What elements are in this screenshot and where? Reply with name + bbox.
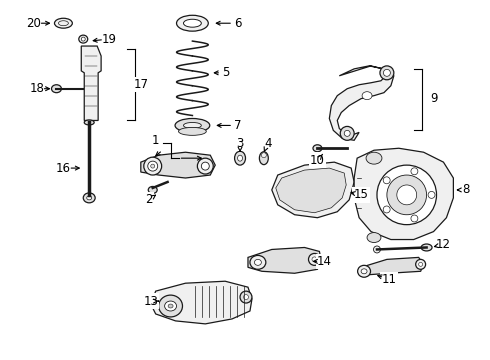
Polygon shape xyxy=(151,281,252,324)
Ellipse shape xyxy=(358,265,370,277)
Polygon shape xyxy=(272,162,354,218)
Text: 11: 11 xyxy=(381,273,396,286)
Ellipse shape xyxy=(361,269,367,274)
Ellipse shape xyxy=(175,118,210,132)
Ellipse shape xyxy=(261,153,267,158)
Text: 3: 3 xyxy=(236,137,244,150)
Ellipse shape xyxy=(151,164,155,168)
Text: 17: 17 xyxy=(133,78,148,91)
Circle shape xyxy=(397,185,416,205)
Circle shape xyxy=(383,206,390,213)
Ellipse shape xyxy=(312,257,317,262)
Ellipse shape xyxy=(183,122,201,129)
Ellipse shape xyxy=(84,120,94,125)
Ellipse shape xyxy=(244,294,248,300)
Ellipse shape xyxy=(313,145,322,152)
Ellipse shape xyxy=(176,15,208,31)
Circle shape xyxy=(383,177,390,184)
Ellipse shape xyxy=(168,304,173,308)
Text: 6: 6 xyxy=(234,17,242,30)
Ellipse shape xyxy=(51,85,61,93)
Ellipse shape xyxy=(259,152,269,165)
Ellipse shape xyxy=(201,162,209,170)
Ellipse shape xyxy=(83,193,95,203)
Text: 14: 14 xyxy=(317,255,332,268)
Text: 2: 2 xyxy=(145,193,152,206)
Ellipse shape xyxy=(144,157,162,175)
Ellipse shape xyxy=(183,19,201,27)
Ellipse shape xyxy=(54,18,73,28)
Text: 12: 12 xyxy=(436,238,451,251)
Polygon shape xyxy=(248,247,321,273)
Text: 4: 4 xyxy=(264,137,271,150)
Polygon shape xyxy=(141,152,215,178)
Text: 5: 5 xyxy=(222,66,230,79)
Circle shape xyxy=(411,215,418,222)
Text: 8: 8 xyxy=(463,184,470,197)
Ellipse shape xyxy=(148,186,157,193)
Ellipse shape xyxy=(238,155,243,161)
Ellipse shape xyxy=(240,291,252,303)
Ellipse shape xyxy=(254,260,261,265)
Ellipse shape xyxy=(362,92,372,100)
Circle shape xyxy=(377,165,437,225)
Ellipse shape xyxy=(79,35,88,43)
Text: 20: 20 xyxy=(26,17,41,30)
Text: 16: 16 xyxy=(56,162,71,175)
Ellipse shape xyxy=(380,66,394,80)
Text: 7: 7 xyxy=(234,119,242,132)
Polygon shape xyxy=(329,66,394,140)
Circle shape xyxy=(387,175,427,215)
Ellipse shape xyxy=(309,253,320,265)
Ellipse shape xyxy=(178,127,206,135)
Ellipse shape xyxy=(148,161,158,171)
Ellipse shape xyxy=(165,301,176,311)
Ellipse shape xyxy=(87,196,92,200)
Text: 10: 10 xyxy=(310,154,325,167)
Ellipse shape xyxy=(383,69,391,76)
Circle shape xyxy=(411,168,418,175)
Ellipse shape xyxy=(421,244,432,251)
Ellipse shape xyxy=(367,233,381,243)
Ellipse shape xyxy=(159,295,182,317)
Polygon shape xyxy=(276,168,346,213)
Polygon shape xyxy=(81,46,101,121)
Ellipse shape xyxy=(235,151,245,165)
Ellipse shape xyxy=(197,158,213,174)
Text: 19: 19 xyxy=(101,33,117,46)
Ellipse shape xyxy=(416,260,426,269)
Ellipse shape xyxy=(340,126,354,140)
Polygon shape xyxy=(361,257,424,275)
Text: 18: 18 xyxy=(29,82,44,95)
Ellipse shape xyxy=(250,255,266,269)
Circle shape xyxy=(428,192,435,198)
Ellipse shape xyxy=(344,130,350,136)
Text: 9: 9 xyxy=(430,92,437,105)
Text: 1: 1 xyxy=(152,134,159,147)
Ellipse shape xyxy=(81,37,85,41)
Ellipse shape xyxy=(418,262,422,266)
Ellipse shape xyxy=(373,246,380,253)
Text: 13: 13 xyxy=(143,294,158,307)
Polygon shape xyxy=(354,148,453,239)
Text: 15: 15 xyxy=(354,188,368,201)
Ellipse shape xyxy=(366,152,382,164)
